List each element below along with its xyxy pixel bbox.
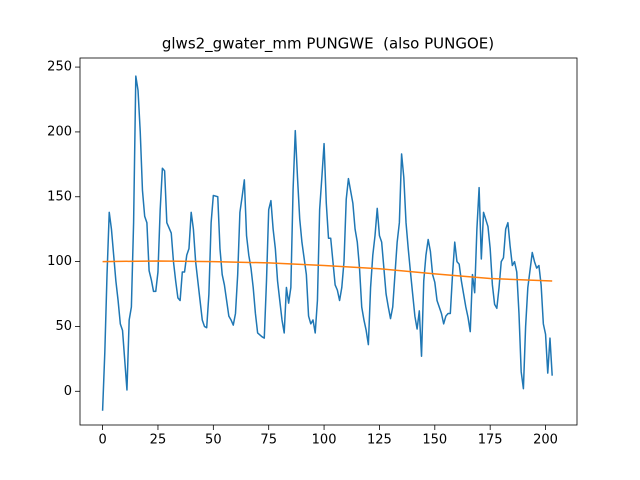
- y-tick-label: 200: [47, 124, 72, 139]
- data-line: [101, 75, 553, 411]
- plot-frame: [79, 57, 578, 426]
- x-tick-label: 50: [205, 433, 222, 448]
- x-tick-label: 125: [367, 433, 392, 448]
- x-tick-label: 0: [98, 433, 106, 448]
- x-tick-label: 75: [260, 433, 277, 448]
- x-tick-label: 200: [533, 433, 558, 448]
- y-tick-label: 100: [47, 254, 72, 269]
- x-tick-label: 175: [478, 433, 503, 448]
- y-tick-label: 0: [64, 384, 72, 399]
- y-tick-label: 50: [55, 319, 72, 334]
- chart-title: glws2_gwater_mm PUNGWE (also PUNGOE): [162, 35, 494, 54]
- x-tick-label: 25: [150, 433, 167, 448]
- data-line: [102, 260, 553, 282]
- x-tick-label: 150: [422, 433, 447, 448]
- y-tick-label: 150: [47, 189, 72, 204]
- y-tick-label: 250: [47, 60, 72, 75]
- x-tick-label: 100: [312, 433, 337, 448]
